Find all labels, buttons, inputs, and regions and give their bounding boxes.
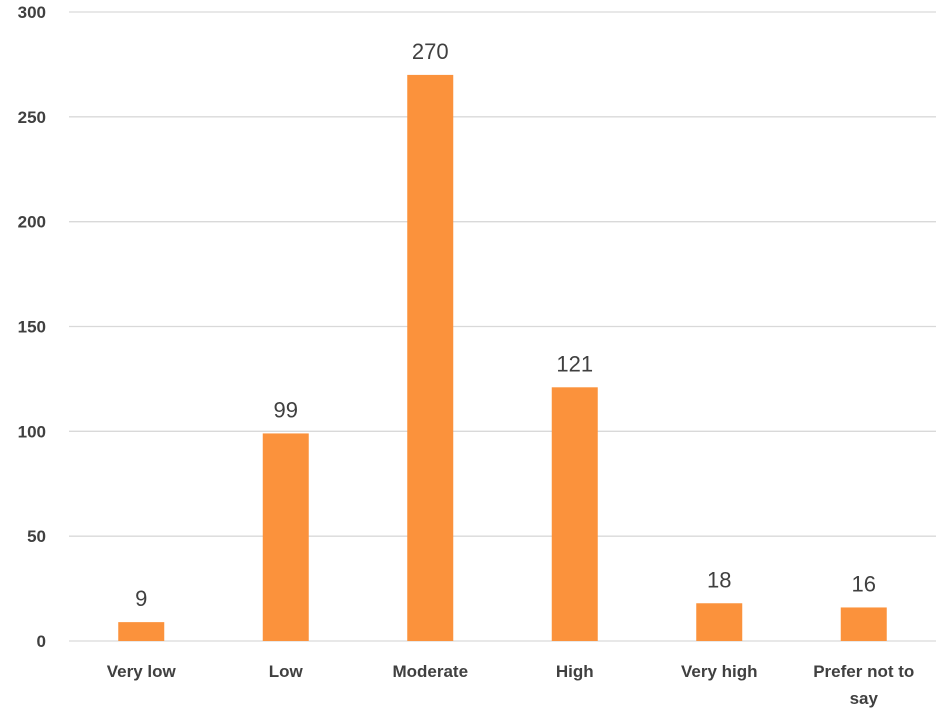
x-tick-label-line: Very high: [681, 662, 758, 681]
bar: [551, 387, 598, 641]
x-tick-label-line: Moderate: [392, 662, 468, 681]
y-tick-label: 250: [18, 108, 46, 127]
y-tick-label: 0: [37, 632, 46, 651]
gridlines: [69, 11, 936, 642]
y-tick-label: 50: [27, 527, 46, 546]
bar: [840, 607, 887, 641]
x-tick-label-line: say: [850, 689, 879, 708]
bar: [696, 603, 743, 641]
y-axis: 0 50 100 150 200 250 300: [18, 3, 46, 651]
bars: [118, 74, 887, 641]
data-label: 16: [852, 571, 876, 596]
x-tick-label-line: High: [556, 662, 594, 681]
x-tick-label-line: Very low: [107, 662, 177, 681]
y-tick-label: 150: [18, 318, 46, 337]
data-label: 18: [707, 567, 731, 592]
x-axis: Very low Low Moderate High Very high Prefer n…: [107, 662, 915, 708]
data-label: 270: [412, 39, 449, 64]
x-tick-label-line: Prefer not to: [813, 662, 914, 681]
y-tick-label: 300: [18, 3, 46, 22]
x-tick-label: Moderate: [392, 662, 468, 681]
x-tick-label: Very low: [107, 662, 177, 681]
bar: [407, 74, 454, 641]
x-tick-label-line: Low: [269, 662, 304, 681]
y-tick-label: 200: [18, 213, 46, 232]
bar: [262, 433, 309, 641]
data-label: 121: [556, 351, 593, 376]
x-tick-label: Prefer not to say: [813, 662, 914, 708]
data-label: 9: [135, 586, 147, 611]
bar: [118, 622, 165, 641]
data-label: 99: [274, 397, 298, 422]
y-tick-label: 100: [18, 422, 46, 441]
x-tick-label: Low: [269, 662, 304, 681]
x-tick-label: Very high: [681, 662, 758, 681]
x-tick-label: High: [556, 662, 594, 681]
